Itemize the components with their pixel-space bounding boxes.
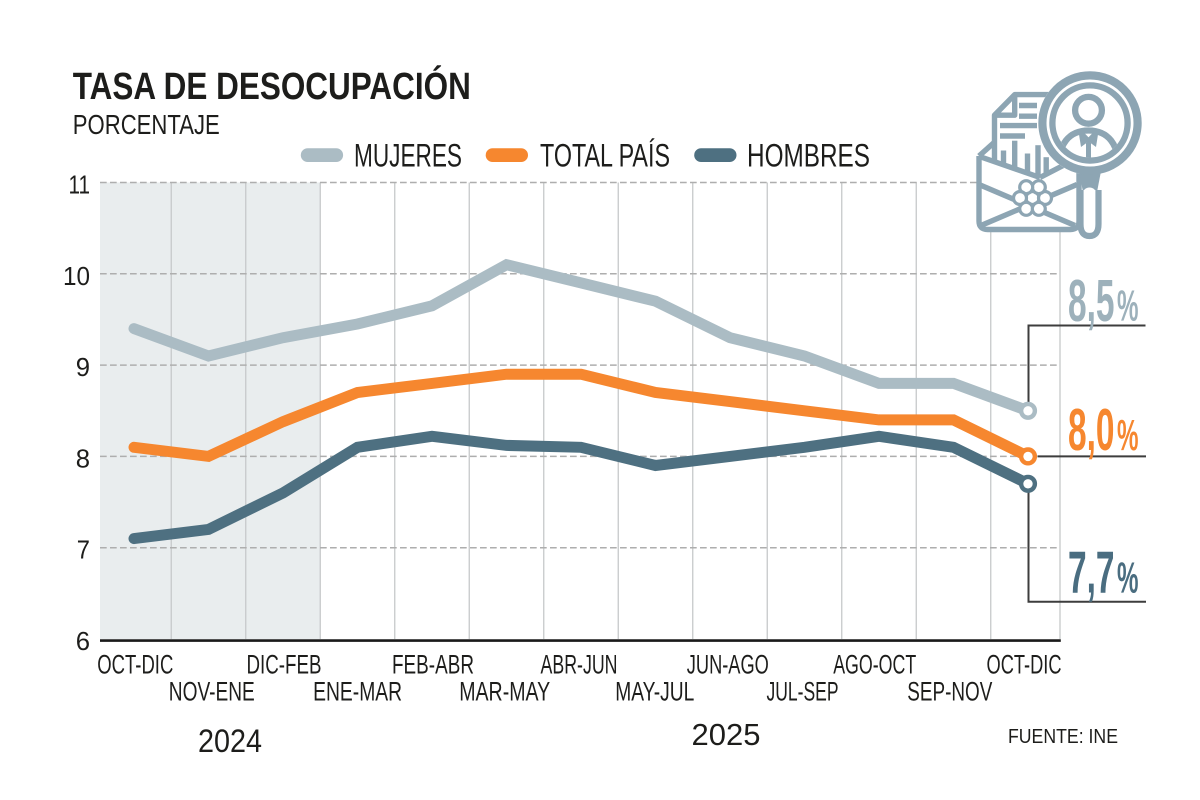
svg-text:JUL-SEP: JUL-SEP [767, 677, 839, 707]
svg-text:AGO-OCT: AGO-OCT [833, 650, 916, 680]
svg-text:%: % [1117, 411, 1139, 460]
svg-text:PORCENTAJE: PORCENTAJE [73, 109, 220, 140]
svg-text:2025: 2025 [692, 717, 761, 752]
svg-text:OCT-DIC: OCT-DIC [987, 650, 1062, 680]
svg-text:10: 10 [63, 261, 90, 291]
svg-text:FUENTE: INE: FUENTE: INE [1008, 725, 1118, 748]
svg-text:MAY-JUL: MAY-JUL [615, 677, 694, 707]
svg-text:%: % [1117, 554, 1139, 603]
svg-text:MUJERES: MUJERES [354, 138, 462, 174]
svg-text:11: 11 [69, 170, 91, 200]
svg-text:NOV-ENE: NOV-ENE [169, 677, 255, 707]
svg-text:ABR-JUN: ABR-JUN [541, 650, 618, 680]
svg-text:MAR-MAY: MAR-MAY [459, 677, 550, 707]
svg-text:ENE-MAR: ENE-MAR [313, 677, 402, 707]
svg-text:JUN-AGO: JUN-AGO [687, 650, 769, 680]
svg-text:9: 9 [76, 352, 90, 382]
svg-text:7: 7 [77, 535, 90, 565]
svg-text:FEB-ABR: FEB-ABR [392, 650, 474, 680]
svg-text:6: 6 [76, 626, 90, 656]
svg-text:8,0: 8,0 [1068, 397, 1115, 463]
svg-text:TOTAL PAÍS: TOTAL PAÍS [540, 138, 670, 174]
svg-text:2024: 2024 [198, 723, 262, 759]
svg-text:%: % [1117, 282, 1139, 331]
svg-text:OCT-DIC: OCT-DIC [97, 650, 173, 680]
svg-text:TASA DE DESOCUPACIÓN: TASA DE DESOCUPACIÓN [73, 64, 471, 108]
svg-text:8,5: 8,5 [1068, 268, 1115, 334]
svg-text:HOMBRES: HOMBRES [747, 138, 870, 174]
svg-text:DIC-FEB: DIC-FEB [247, 650, 322, 680]
svg-text:7,7: 7,7 [1068, 540, 1115, 606]
svg-text:8: 8 [76, 443, 90, 473]
svg-text:SEP-NOV: SEP-NOV [907, 677, 992, 707]
